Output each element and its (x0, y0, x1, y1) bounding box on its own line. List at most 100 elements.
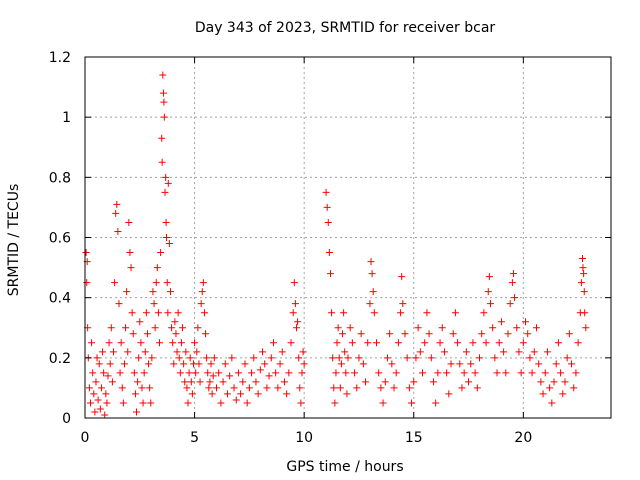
data-point (522, 318, 530, 326)
data-point (355, 354, 363, 362)
y-tick-label: 0.2 (49, 351, 71, 367)
chart-title: Day 343 of 2023, SRMTID for receiver bca… (195, 20, 496, 36)
data-point (267, 354, 275, 362)
data-point (173, 348, 181, 356)
data-point (438, 324, 446, 332)
data-point (482, 339, 490, 347)
data-point (568, 360, 576, 368)
data-point (517, 369, 525, 377)
data-point (580, 270, 588, 278)
data-point (386, 330, 394, 338)
data-point (579, 264, 587, 272)
data-point (239, 378, 247, 386)
data-point (89, 369, 97, 377)
data-point (341, 348, 349, 356)
data-point (160, 113, 168, 121)
data-point (390, 384, 398, 392)
data-point (526, 354, 534, 362)
data-point (405, 384, 413, 392)
data-point (412, 354, 420, 362)
data-point (215, 369, 223, 377)
data-point (168, 324, 176, 332)
data-point (129, 330, 137, 338)
data-point (476, 354, 483, 362)
data-point (502, 369, 510, 377)
data-point (210, 354, 218, 362)
data-point (342, 369, 350, 377)
data-point (565, 330, 573, 338)
data-point (146, 384, 154, 392)
data-point (353, 384, 361, 392)
data-point (232, 396, 240, 404)
data-point (484, 288, 492, 296)
data-point (493, 369, 501, 377)
data-point (334, 324, 342, 332)
data-point (366, 300, 374, 308)
data-point (357, 330, 365, 338)
data-point (535, 360, 543, 368)
data-point (83, 279, 91, 287)
data-point (513, 324, 521, 332)
data-point (515, 348, 523, 356)
data-point (198, 288, 206, 296)
data-point (114, 227, 122, 235)
data-point (109, 348, 117, 356)
data-point (147, 399, 155, 407)
data-point (324, 218, 332, 226)
data-point (142, 309, 150, 317)
data-point (199, 279, 207, 287)
data-point (170, 360, 178, 368)
data-point (294, 318, 302, 326)
x-tick-label: 15 (405, 430, 423, 446)
data-point (159, 71, 167, 79)
data-point (263, 384, 271, 392)
data-point (101, 411, 109, 419)
data-point (504, 330, 512, 338)
data-point (557, 369, 565, 377)
x-tick-label: 0 (81, 430, 90, 446)
data-point (291, 300, 299, 308)
data-point (185, 369, 193, 377)
data-point (156, 339, 164, 347)
data-point (192, 369, 200, 377)
data-point (339, 330, 347, 338)
data-point (343, 390, 351, 398)
data-point (383, 354, 391, 362)
data-point (299, 348, 307, 356)
data-point (348, 339, 356, 347)
data-point (237, 390, 245, 398)
data-point (256, 366, 264, 374)
data-point (449, 330, 457, 338)
data-point (88, 339, 96, 347)
data-point (138, 384, 146, 392)
data-point (336, 384, 344, 392)
data-point (120, 360, 128, 368)
y-axis-label: SRMTID / TECUs (6, 184, 22, 297)
data-point (561, 378, 569, 386)
data-point (456, 360, 464, 368)
data-point (194, 324, 202, 332)
data-point (340, 309, 348, 317)
data-point (548, 399, 556, 407)
x-tick-label: 20 (514, 430, 532, 446)
data-point (187, 378, 195, 386)
data-point (137, 339, 145, 347)
data-point (465, 378, 473, 386)
data-point (278, 348, 286, 356)
data-point (397, 309, 405, 317)
data-point (524, 330, 532, 338)
data-point (414, 324, 422, 332)
data-point (182, 348, 190, 356)
data-point (245, 384, 253, 392)
data-point (532, 324, 540, 332)
data-point (546, 384, 554, 392)
data-point (162, 218, 170, 226)
data-point (276, 360, 284, 368)
data-point (265, 372, 273, 380)
data-point (139, 399, 147, 407)
data-point (500, 348, 508, 356)
data-point (429, 378, 437, 386)
data-point (574, 339, 582, 347)
data-point (297, 399, 305, 407)
